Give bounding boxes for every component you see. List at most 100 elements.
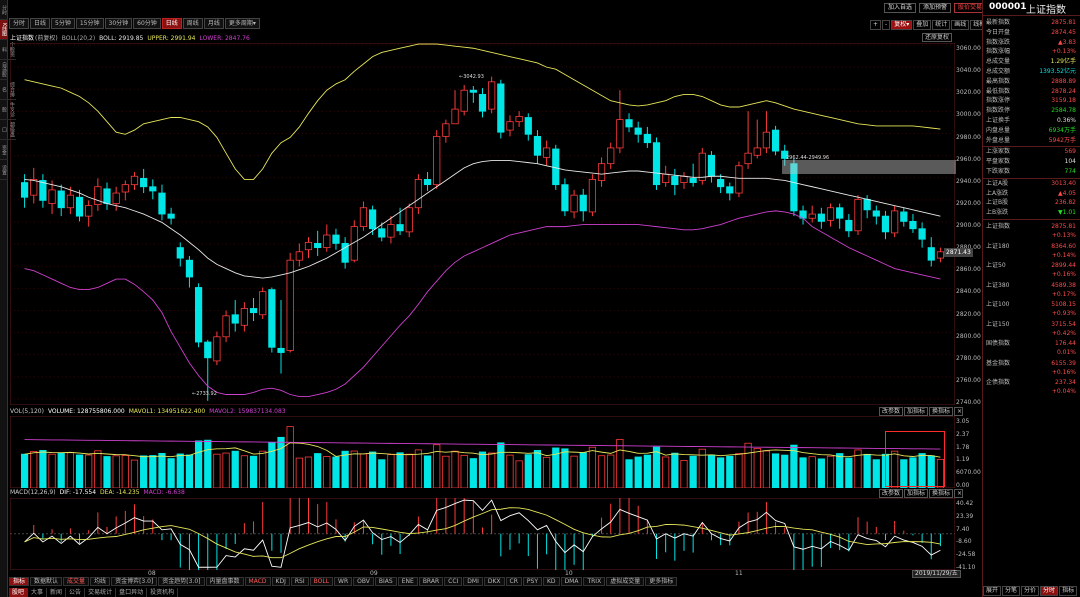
indicator-tab-11[interactable]: WR: [334, 577, 353, 586]
macd-close-icon[interactable]: ×: [954, 489, 964, 498]
info-tab-1[interactable]: 大事: [28, 588, 48, 597]
indicator-tab-7[interactable]: MACD: [244, 577, 271, 586]
left-tool-6[interactable]: 超级盘口: [0, 120, 16, 140]
chart-tool-0[interactable]: +: [870, 20, 882, 30]
indicator-tab-0[interactable]: 指标: [9, 577, 30, 586]
macd-btn-1[interactable]: 加指标: [904, 489, 929, 498]
chart-tool-3[interactable]: 叠加: [913, 20, 932, 30]
volume-bar: [735, 452, 743, 488]
chart-tool-1[interactable]: -: [882, 20, 891, 30]
chart-tool-2[interactable]: 复权▾: [891, 20, 913, 30]
left-tool-4[interactable]: 综合排名: [0, 80, 16, 100]
top-button-1[interactable]: 添加预警: [919, 3, 952, 13]
indicator-tab-14[interactable]: ENE: [397, 577, 418, 586]
index-row[interactable]: 基金指数 6155.39: [986, 359, 1078, 368]
index-row[interactable]: 上证150 3715.54: [986, 320, 1078, 329]
candle-body: [121, 184, 129, 193]
indicator-tab-22[interactable]: DMA: [560, 577, 583, 586]
panel-btn-3[interactable]: 分时: [1040, 586, 1059, 596]
indicator-tab-9[interactable]: RSI: [290, 577, 309, 586]
top-right-buttons: 加入自选 添加预警 股价交易: [884, 3, 989, 13]
index-row[interactable]: 上证50 2899.44: [986, 261, 1078, 270]
left-tool-8[interactable]: 设置: [0, 160, 8, 180]
index-row[interactable]: 上证100 5108.15: [986, 300, 1078, 309]
info-tab-4[interactable]: 交易统计: [85, 588, 117, 597]
period-tab-3[interactable]: 15分钟: [75, 18, 104, 29]
left-tool-7[interactable]: 资金: [0, 140, 8, 160]
indicator-tab-10[interactable]: BOLL: [309, 577, 334, 586]
volume-bar: [350, 450, 358, 488]
top-button-0[interactable]: 加入自选: [884, 3, 917, 13]
volume-chart[interactable]: [10, 416, 955, 488]
info-tab-6[interactable]: 投资机构: [147, 588, 179, 597]
panel-btn-4[interactable]: 指标: [1059, 586, 1078, 596]
vol-btn-0[interactable]: 改参数: [879, 407, 904, 416]
vol-close-icon[interactable]: ×: [954, 407, 964, 416]
macd-chart[interactable]: [10, 498, 955, 570]
info-tab-2[interactable]: 新闻: [47, 588, 67, 597]
vol-btn-2[interactable]: 换指标: [929, 407, 954, 416]
indicator-tab-4[interactable]: 资金博弈[3.0]: [111, 577, 158, 586]
panel-btn-1[interactable]: 分笔: [1002, 586, 1021, 596]
index-row[interactable]: 上证指数 2875.81: [986, 222, 1078, 231]
indicator-tab-16[interactable]: CCI: [444, 577, 463, 586]
indicator-tab-20[interactable]: PSY: [522, 577, 542, 586]
chart-tool-5[interactable]: 画线: [951, 20, 970, 30]
info-tab-3[interactable]: 公告: [66, 588, 86, 597]
period-tab-9[interactable]: 更多周期▾: [224, 18, 260, 29]
info-tab-0[interactable]: 股吧: [9, 588, 29, 597]
quote-value: 3013.40: [1051, 179, 1076, 187]
indicator-tab-2[interactable]: 成交量: [63, 577, 90, 586]
period-tab-2[interactable]: 5分钟: [51, 18, 75, 29]
index-row[interactable]: 上证180 8364.60: [986, 242, 1078, 251]
indicator-tab-25[interactable]: 更多指标: [645, 577, 678, 586]
index-row[interactable]: 企债指数 237.34: [986, 378, 1078, 387]
candle-body: [909, 220, 917, 230]
indicator-tab-24[interactable]: 虚拟成交量: [606, 577, 645, 586]
index-value: 2875.81: [1051, 223, 1076, 230]
candle-body: [48, 189, 56, 204]
left-tool-3[interactable]: 自选股: [0, 60, 8, 80]
period-tab-5[interactable]: 60分钟: [133, 18, 161, 29]
info-tab-5[interactable]: 盘口异动: [116, 588, 148, 597]
volume-bar: [396, 452, 404, 488]
candle-body: [85, 205, 93, 217]
volume-bar: [332, 456, 340, 488]
period-tab-4[interactable]: 30分钟: [104, 18, 133, 29]
macd-btn-0[interactable]: 改参数: [879, 489, 904, 498]
vol-btn-1[interactable]: 加指标: [904, 407, 929, 416]
index-row[interactable]: 上证380 4589.38: [986, 281, 1078, 290]
left-tool-5[interactable]: 牛叉诊股: [0, 100, 16, 120]
indicator-tab-17[interactable]: DMI: [463, 577, 483, 586]
indicator-tab-5[interactable]: 资金趋势[3.0]: [158, 577, 205, 586]
panel-btn-2[interactable]: 分价: [1021, 586, 1040, 596]
indicator-tab-21[interactable]: KD: [543, 577, 560, 586]
indicator-tab-3[interactable]: 均线: [90, 577, 111, 586]
candlestick-chart[interactable]: [10, 43, 955, 405]
panel-btn-0[interactable]: 展开: [983, 586, 1002, 596]
period-tab-0[interactable]: 分时: [9, 18, 30, 29]
left-tool-0[interactable]: 分时: [0, 0, 8, 20]
macd-btn-2[interactable]: 换指标: [929, 489, 954, 498]
quote-label: 总成交额: [986, 68, 1011, 75]
reset-adjust-button[interactable]: 还原复权: [922, 33, 953, 42]
chart-tool-4[interactable]: 统计: [932, 20, 951, 30]
indicator-tab-1[interactable]: 数据默认: [30, 577, 63, 586]
index-row[interactable]: 国债指数 176.44: [986, 339, 1078, 348]
indicator-tab-23[interactable]: TRIX: [583, 577, 606, 586]
period-tab-1[interactable]: 日线: [30, 18, 51, 29]
indicator-tab-19[interactable]: CR: [505, 577, 522, 586]
candle-body: [112, 192, 120, 204]
indicator-tab-15[interactable]: BRAR: [418, 577, 444, 586]
mavol2-line: [24, 439, 941, 450]
period-tab-8[interactable]: 月线: [203, 18, 224, 29]
indicator-tab-6[interactable]: 内量盘事数: [205, 577, 244, 586]
indicator-tab-13[interactable]: BIAS: [374, 577, 397, 586]
indicator-tab-8[interactable]: KDJ: [271, 577, 290, 586]
left-tool-1[interactable]: K线图: [0, 20, 8, 40]
period-tab-6[interactable]: 日线: [161, 18, 182, 29]
indicator-tab-12[interactable]: OBV: [353, 577, 374, 586]
indicator-tab-18[interactable]: DKX: [483, 577, 505, 586]
left-tool-2[interactable]: 个股资料: [0, 40, 16, 60]
period-tab-7[interactable]: 周线: [182, 18, 203, 29]
